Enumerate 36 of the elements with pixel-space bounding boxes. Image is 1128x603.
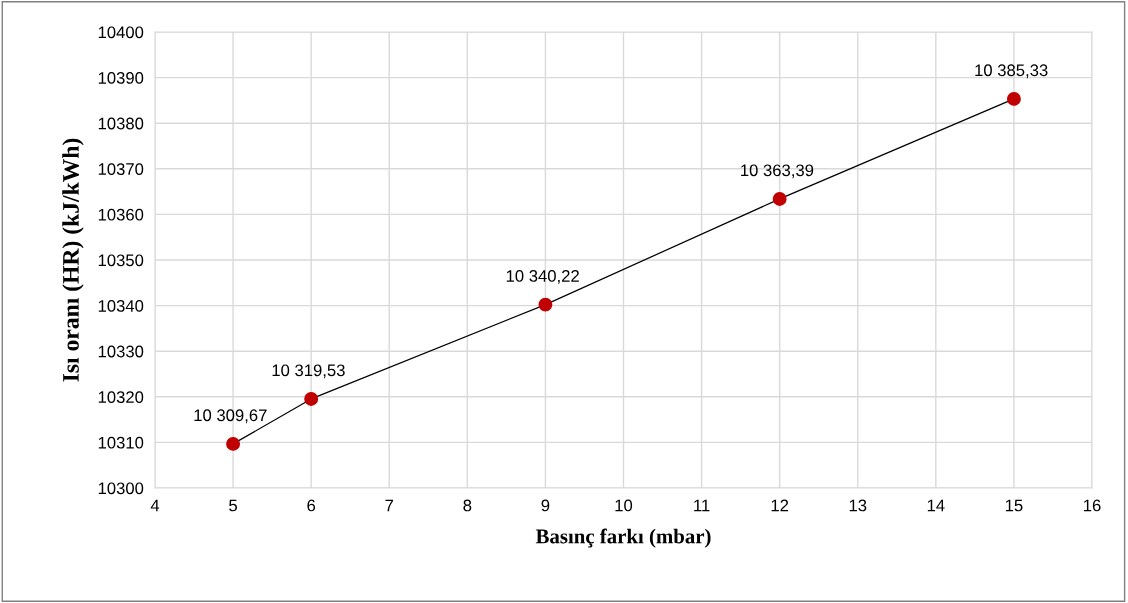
- point: [772, 191, 787, 206]
- y-tick-label: 10360: [98, 208, 144, 221]
- x-tick-label: 12: [771, 499, 789, 512]
- y-tick-label: 10330: [98, 345, 144, 358]
- y-tick-label: 10320: [98, 391, 144, 403]
- x-tick-label: 11: [694, 499, 710, 512]
- x-tick-label: 15: [1005, 499, 1023, 512]
- y-tick-label: 10370: [98, 163, 144, 175]
- x-tick-label: 9: [541, 499, 550, 512]
- y-axis-title: Isı oranı (HR) (kJ/kWh): [62, 138, 84, 382]
- x-tick-label: 14: [927, 499, 945, 512]
- point: [538, 297, 553, 312]
- x-axis-title: Basınç farkı (mbar): [535, 528, 711, 548]
- y-tick-label: 10390: [98, 72, 144, 84]
- point: [226, 436, 241, 451]
- point: [1006, 91, 1021, 106]
- y-tick-label: 10300: [98, 482, 144, 495]
- x-tick-label: 8: [463, 499, 472, 512]
- point: [304, 391, 319, 406]
- x-tick-label: 5: [229, 499, 238, 512]
- x-tick-label: 4: [150, 499, 160, 512]
- data-label: 10 309,67: [194, 409, 267, 424]
- data-label: 10 363,39: [741, 164, 814, 179]
- x-tick-label: 10: [615, 499, 633, 512]
- y-tick-label: 10340: [98, 300, 144, 312]
- y-tick-label: 10400: [98, 26, 144, 39]
- y-tick-label: 10350: [98, 254, 144, 267]
- x-tick-label: 7: [385, 499, 394, 512]
- y-tick-label: 10310: [98, 436, 144, 449]
- x-tick-label: 6: [307, 499, 316, 512]
- data-label: 10 340,22: [506, 270, 579, 284]
- x-tick-label: 16: [1084, 499, 1101, 512]
- y-tick-label: 10380: [98, 117, 144, 130]
- data-label: 10 319,53: [272, 364, 345, 379]
- data-label: 10 385,33: [975, 64, 1048, 79]
- x-tick-label: 13: [849, 499, 867, 512]
